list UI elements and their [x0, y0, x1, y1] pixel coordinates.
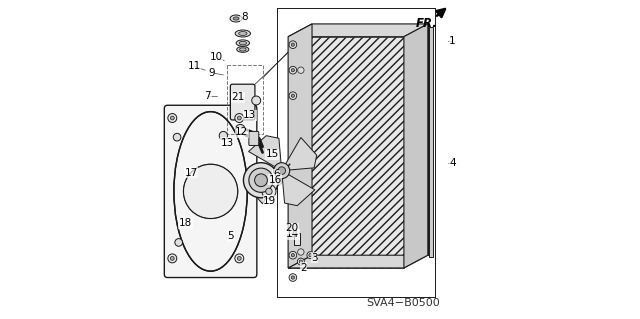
Text: 19: 19 [263, 196, 276, 206]
Circle shape [289, 229, 297, 237]
Circle shape [237, 256, 241, 260]
Polygon shape [288, 255, 428, 268]
Circle shape [235, 114, 244, 122]
Circle shape [219, 131, 227, 140]
FancyBboxPatch shape [164, 105, 257, 278]
Circle shape [266, 188, 272, 195]
Ellipse shape [230, 15, 242, 22]
Text: 21: 21 [232, 92, 244, 102]
Circle shape [291, 276, 294, 279]
Text: SVA4−B0500: SVA4−B0500 [366, 298, 440, 308]
Circle shape [249, 168, 273, 192]
Circle shape [274, 177, 282, 185]
Circle shape [298, 258, 305, 265]
Circle shape [289, 251, 297, 259]
Ellipse shape [239, 48, 246, 51]
FancyBboxPatch shape [249, 131, 259, 145]
Text: 17: 17 [184, 168, 198, 178]
Text: 4: 4 [449, 158, 456, 168]
Circle shape [291, 43, 294, 46]
Circle shape [168, 114, 177, 122]
Bar [429, 27, 433, 257]
Text: 5: 5 [227, 231, 234, 241]
Circle shape [307, 252, 314, 259]
Text: 8: 8 [241, 12, 248, 22]
Circle shape [289, 41, 297, 48]
Ellipse shape [239, 32, 247, 35]
Ellipse shape [235, 30, 250, 37]
Text: 14: 14 [286, 229, 300, 240]
Bar [288, 37, 404, 268]
Text: FR.: FR. [416, 18, 438, 30]
Circle shape [291, 69, 294, 72]
Polygon shape [288, 24, 312, 268]
Polygon shape [247, 171, 278, 204]
Text: 6: 6 [273, 169, 280, 180]
Circle shape [243, 163, 278, 198]
Text: 1: 1 [449, 36, 456, 46]
Text: 13: 13 [243, 110, 257, 121]
Text: 12: 12 [236, 127, 248, 137]
Circle shape [173, 133, 181, 141]
Text: 3: 3 [311, 253, 318, 263]
FancyBboxPatch shape [230, 84, 255, 120]
Ellipse shape [233, 17, 239, 20]
Circle shape [289, 92, 297, 100]
Ellipse shape [236, 40, 250, 46]
Text: 11: 11 [188, 61, 200, 71]
Bar [227, 65, 262, 134]
Bar [294, 233, 300, 245]
Circle shape [274, 163, 290, 179]
Text: 7: 7 [204, 91, 211, 101]
Circle shape [309, 254, 312, 257]
Ellipse shape [237, 47, 249, 52]
Polygon shape [285, 137, 317, 170]
Circle shape [170, 116, 174, 120]
Circle shape [168, 254, 177, 263]
Circle shape [298, 67, 304, 73]
Circle shape [262, 184, 276, 198]
Polygon shape [248, 136, 281, 167]
Circle shape [236, 124, 245, 134]
Text: 13: 13 [221, 137, 234, 148]
Circle shape [235, 254, 244, 263]
Circle shape [291, 231, 294, 234]
Circle shape [237, 116, 241, 120]
Polygon shape [404, 24, 428, 268]
Text: 18: 18 [179, 218, 192, 228]
Circle shape [276, 179, 280, 183]
Text: 10: 10 [210, 52, 223, 63]
Circle shape [298, 249, 304, 255]
Text: 15: 15 [266, 149, 279, 159]
Circle shape [291, 94, 294, 97]
Text: 9: 9 [208, 68, 215, 78]
Text: 16: 16 [269, 174, 282, 185]
Ellipse shape [239, 41, 246, 45]
Circle shape [289, 274, 297, 281]
Circle shape [278, 167, 285, 174]
Circle shape [184, 164, 237, 219]
Polygon shape [282, 175, 315, 206]
Circle shape [175, 239, 182, 246]
Polygon shape [288, 24, 428, 37]
Circle shape [170, 256, 174, 260]
Circle shape [289, 66, 297, 74]
Circle shape [291, 254, 294, 257]
Circle shape [255, 174, 268, 187]
Circle shape [252, 96, 260, 105]
Text: 20: 20 [285, 223, 299, 233]
Text: 2: 2 [300, 263, 307, 273]
Circle shape [300, 260, 303, 263]
